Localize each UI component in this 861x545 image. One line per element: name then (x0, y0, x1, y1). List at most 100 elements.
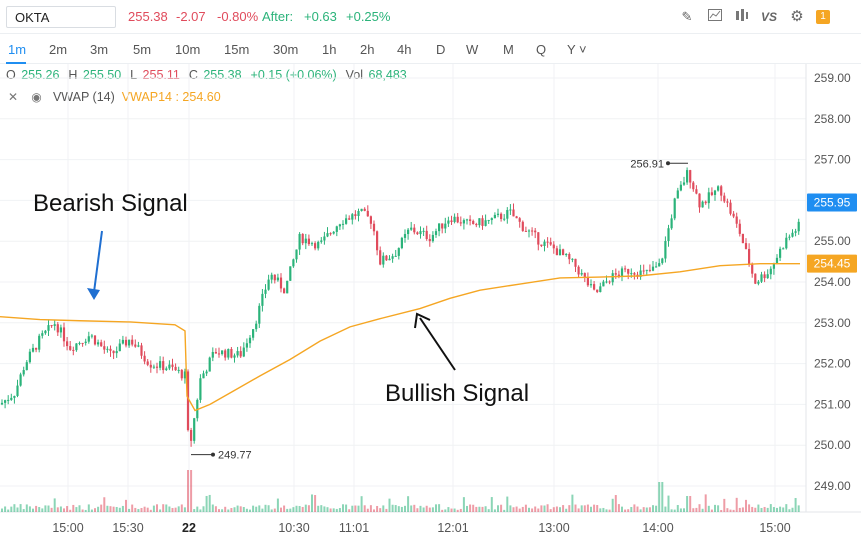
volume-bar (497, 505, 499, 512)
volume-bar (493, 509, 496, 512)
volume-bar (751, 506, 754, 512)
settings-icon[interactable]: ⚙ (790, 8, 804, 25)
y-tick-label: 255.00 (814, 234, 851, 248)
volume-bar (249, 509, 251, 512)
interval-D[interactable]: D (436, 42, 446, 57)
volume-bar (366, 508, 369, 512)
candle-body (140, 345, 143, 356)
volume-bar (304, 504, 307, 512)
x-tick-label: 22 (182, 521, 196, 535)
candle-body (701, 201, 704, 208)
volume-bar (354, 505, 357, 512)
volume-bar (264, 504, 267, 512)
interval-W[interactable]: W (466, 42, 479, 57)
candle-body (642, 270, 645, 272)
volume-bar (146, 507, 149, 512)
volume-bar (81, 509, 84, 512)
interval-Y[interactable]: Y ˅ (567, 42, 587, 57)
candle-body (202, 373, 205, 379)
volume-bar (630, 507, 633, 512)
y-tick-label: 252.00 (814, 357, 851, 371)
candle-body (345, 218, 348, 224)
candle-body (329, 233, 332, 235)
interval-3m[interactable]: 3m (90, 42, 109, 57)
compare-icon[interactable]: VS (760, 10, 777, 24)
candle-body (617, 274, 620, 277)
notification-badge[interactable]: 1 (816, 10, 830, 24)
interval-15m[interactable]: 15m (224, 42, 250, 57)
interval-Q[interactable]: Q (536, 42, 547, 57)
volume-bar (469, 504, 472, 512)
volume-bar (211, 504, 214, 512)
volume-bar (227, 509, 230, 512)
candle-body (503, 218, 506, 220)
interval-4h[interactable]: 4h (397, 42, 412, 57)
volume-bar (720, 509, 723, 512)
candle-body (66, 341, 69, 347)
volume-bar (568, 505, 571, 512)
candle-body (723, 195, 726, 202)
candle-body (648, 269, 651, 271)
volume-bar (472, 504, 475, 512)
volume-bar (590, 506, 592, 512)
eye-icon[interactable]: ◉ (31, 90, 42, 104)
candle-body (0, 402, 4, 405)
volume-bar (25, 504, 28, 512)
candle-body (531, 230, 534, 232)
candle-body (121, 339, 124, 344)
close-icon[interactable]: ✕ (7, 90, 19, 104)
volume-bar (391, 504, 394, 512)
volume-bar (537, 508, 540, 512)
candle-body (707, 192, 710, 204)
candle-body (732, 213, 735, 217)
volume-bar (41, 508, 44, 512)
candle-body (605, 281, 608, 283)
after-hours-label: After: (262, 9, 294, 24)
candle-body (314, 243, 317, 249)
interval-1h[interactable]: 1h (322, 42, 337, 57)
volume-bar (782, 507, 785, 512)
indicators-icon[interactable] (733, 8, 751, 26)
volume-bar (376, 505, 379, 512)
volume-bar (97, 506, 100, 512)
bearish-signal-label: Bearish Signal (33, 190, 188, 217)
interval-10m[interactable]: 10m (175, 42, 201, 57)
candle-body (775, 257, 779, 264)
volume-bar (658, 482, 661, 512)
candle-body (62, 327, 66, 342)
volume-bar (121, 505, 124, 512)
interval-30m[interactable]: 30m (273, 42, 299, 57)
candle-body (416, 232, 419, 235)
bearish-arrow-shaft (93, 230, 103, 293)
vwap-price-tag-box (807, 254, 857, 273)
volume-bar (165, 504, 168, 512)
volume-bar (500, 504, 503, 512)
pencil-icon[interactable]: ✎ (681, 9, 693, 24)
interval-2m[interactable]: 2m (49, 42, 68, 57)
candle-body (633, 273, 636, 275)
volume-bar (438, 504, 441, 512)
candle-body (453, 216, 456, 222)
volume-bar (156, 504, 158, 512)
vwap-price-tag-text: 254.45 (814, 257, 851, 271)
candle-body (571, 258, 574, 260)
candle-body (763, 274, 766, 279)
interval-2h[interactable]: 2h (360, 42, 375, 57)
volume-bar (410, 505, 413, 512)
volume-bar (351, 505, 354, 512)
last-price: 255.38 (128, 9, 168, 24)
symbol-input[interactable]: OKTA (6, 6, 116, 28)
interval-5m[interactable]: 5m (133, 42, 152, 57)
chart-type-icon[interactable] (706, 8, 724, 26)
volume-bar (757, 504, 760, 512)
volume-bar (196, 506, 199, 512)
candle-body (589, 284, 593, 286)
interval-M[interactable]: M (503, 42, 514, 57)
price-chart[interactable]: 259.00258.00257.00256.00255.00254.00253.… (0, 64, 861, 545)
interval-1m[interactable]: 1m (8, 42, 27, 57)
candle-body (462, 220, 465, 224)
candle-body (261, 293, 264, 306)
candle-body (527, 230, 531, 232)
candle-body (332, 231, 335, 234)
candle-body (19, 374, 22, 386)
